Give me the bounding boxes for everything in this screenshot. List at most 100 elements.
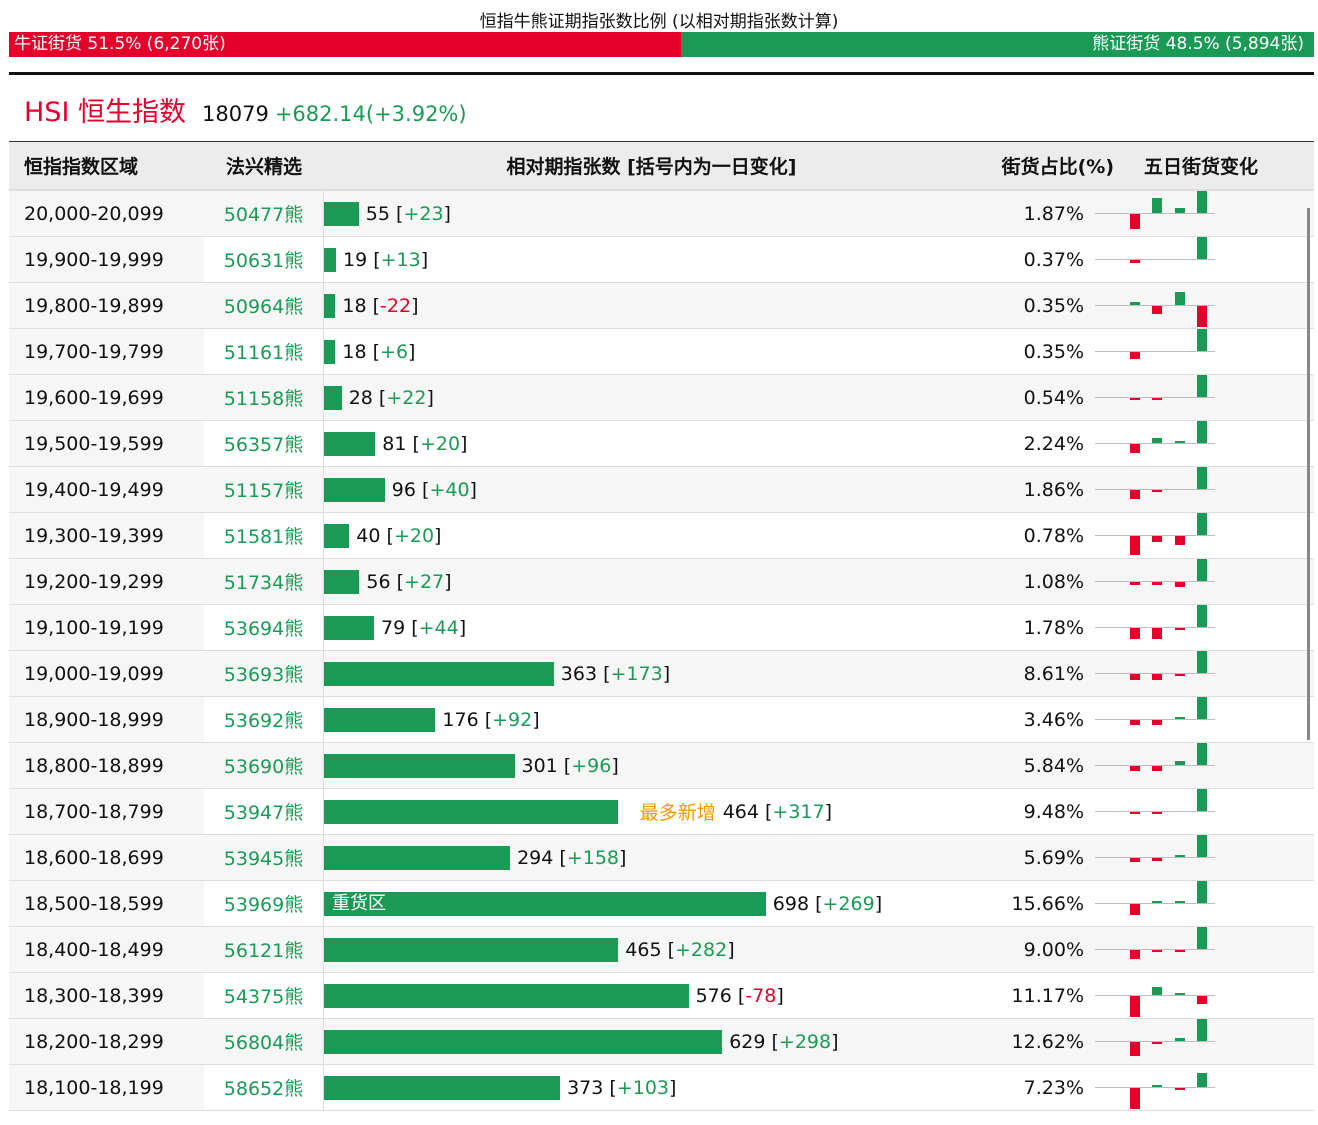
sparkline-bar: [1197, 651, 1207, 673]
share-pct: 0.78%: [1023, 524, 1084, 547]
count-number: 465: [625, 938, 662, 961]
count-number: 176: [442, 708, 479, 731]
sparkline-bar: [1197, 513, 1207, 535]
index-header: HSI 恒生指数 18079 +682.14(+3.92%): [24, 90, 467, 129]
count-cell: 465 [+282]: [324, 927, 979, 972]
warrant-code-link[interactable]: 53694熊: [204, 605, 324, 650]
index-range: 19,800-19,899: [24, 294, 164, 317]
heavy-zone-label: 重货区: [332, 892, 386, 914]
five-day-trend: [1084, 1065, 1314, 1110]
sparkline-bar: [1175, 441, 1185, 443]
sparkline: [1095, 697, 1215, 742]
warrant-code-link[interactable]: 53692熊: [204, 697, 324, 742]
count-value: 629 [+298]: [729, 1030, 839, 1053]
sparkline-bar: [1175, 582, 1185, 587]
table-row: 19,000-19,099 53693熊 363 [+173] 8.61%: [9, 651, 1314, 697]
table-row: 18,100-18,199 58652熊 373 [+103] 7.23%: [9, 1065, 1314, 1111]
sparkline-bar: [1152, 987, 1162, 995]
sparkline-bar: [1197, 1019, 1207, 1041]
sparkline-bar: [1130, 720, 1140, 725]
sparkline-bar: [1152, 536, 1162, 542]
count-bar: [324, 293, 336, 318]
count-bar: [324, 1029, 723, 1054]
count-change: +269: [822, 892, 875, 915]
sparkline-bar: [1175, 292, 1185, 305]
count-value: 18 [-22]: [342, 294, 419, 317]
sparkline: [1095, 421, 1215, 466]
count-bar: [324, 339, 336, 364]
sparkline-baseline: [1095, 811, 1215, 812]
sparkline: [1095, 789, 1215, 834]
count-value: 56 [+27]: [366, 570, 452, 593]
sparkline-baseline: [1095, 673, 1215, 674]
index-change: +682.14(+3.92%): [274, 102, 467, 126]
sparkline-bar: [1152, 812, 1162, 814]
warrant-code-link[interactable]: 58652熊: [204, 1065, 324, 1110]
count-change: +20: [393, 524, 435, 547]
count-bar: [324, 431, 376, 456]
sparkline-baseline: [1095, 535, 1215, 536]
warrant-code-link[interactable]: 53690熊: [204, 743, 324, 788]
count-bar: [324, 799, 618, 824]
sparkline-bar: [1197, 375, 1207, 397]
sparkline: [1095, 881, 1215, 926]
sparkline-bar: [1130, 302, 1140, 305]
warrant-code-link[interactable]: 56804熊: [204, 1019, 324, 1064]
sparkline-bar: [1197, 996, 1207, 1004]
scrollbar[interactable]: [1307, 208, 1310, 740]
warrant-code-link[interactable]: 56121熊: [204, 927, 324, 972]
warrant-code-link[interactable]: 53969熊: [204, 881, 324, 926]
table-header: 恒指指数区域 法兴精选 相对期指张数 [括号内为一日变化] 街货占比(%) 五日…: [9, 142, 1314, 191]
index-range: 18,100-18,199: [9, 1065, 204, 1110]
warrant-code-link[interactable]: 56357熊: [204, 421, 324, 466]
count-number: 576: [695, 984, 732, 1007]
warrant-code-link[interactable]: 53945熊: [204, 835, 324, 880]
warrant-code-link[interactable]: 51158熊: [204, 375, 324, 420]
header-trend: 五日街货变化: [1144, 156, 1259, 178]
five-day-trend: [1084, 697, 1314, 742]
five-day-trend: [1084, 237, 1314, 282]
count-bar: [324, 937, 619, 962]
sparkline-bar: [1130, 1042, 1140, 1057]
sparkline-bar: [1175, 208, 1185, 213]
index-range: 19,900-19,999: [9, 237, 204, 282]
table-row: 18,300-18,399 54375熊 576 [-78] 11.17%: [9, 973, 1314, 1019]
index-range: 18,200-18,299: [24, 1030, 164, 1053]
count-change: +282: [675, 938, 728, 961]
warrant-code-link[interactable]: 50964熊: [204, 283, 324, 328]
share-pct: 11.17%: [1011, 984, 1084, 1007]
warrant-code-link[interactable]: 51161熊: [204, 329, 324, 374]
count-change: +92: [492, 708, 533, 731]
count-cell: 301 [+96]: [324, 743, 979, 788]
sparkline-bar: [1152, 858, 1162, 861]
header-pct: 街货占比(%): [1001, 156, 1114, 178]
sparkline-baseline: [1095, 1041, 1215, 1042]
warrant-code-link[interactable]: 50477熊: [204, 191, 324, 236]
five-day-trend: [1084, 467, 1314, 512]
sparkline-bar: [1197, 421, 1207, 443]
sparkline-bar: [1130, 444, 1140, 454]
warrant-code-link[interactable]: 51581熊: [204, 513, 324, 558]
sparkline-bar: [1130, 674, 1140, 680]
sparkline: [1095, 191, 1215, 236]
warrant-code-link[interactable]: 53693熊: [204, 651, 324, 696]
warrant-code-link[interactable]: 51734熊: [204, 559, 324, 604]
sparkline-bar: [1130, 950, 1140, 959]
index-range: 18,300-18,399: [9, 973, 204, 1018]
sparkline-bar: [1175, 628, 1185, 630]
warrant-code-link[interactable]: 53947熊: [204, 789, 324, 834]
sparkline-bar: [1175, 950, 1185, 952]
table-row: 18,600-18,699 53945熊 294 [+158] 5.69%: [9, 835, 1314, 881]
table-row: 19,500-19,599 56357熊 81 [+20] 2.24%: [9, 421, 1314, 467]
count-cell: 56 [+27]: [324, 559, 979, 604]
warrant-code-link[interactable]: 51157熊: [204, 467, 324, 512]
count-cell: 363 [+173]: [324, 651, 979, 696]
warrant-code-link[interactable]: 50631熊: [204, 237, 324, 282]
divider: [9, 72, 1314, 75]
sparkline-bar: [1130, 536, 1140, 556]
warrant-code-link[interactable]: 54375熊: [204, 973, 324, 1018]
count-change: +158: [566, 846, 619, 869]
count-cell: 373 [+103]: [324, 1065, 979, 1110]
sparkline-bar: [1197, 881, 1207, 903]
count-change: +40: [429, 478, 470, 501]
